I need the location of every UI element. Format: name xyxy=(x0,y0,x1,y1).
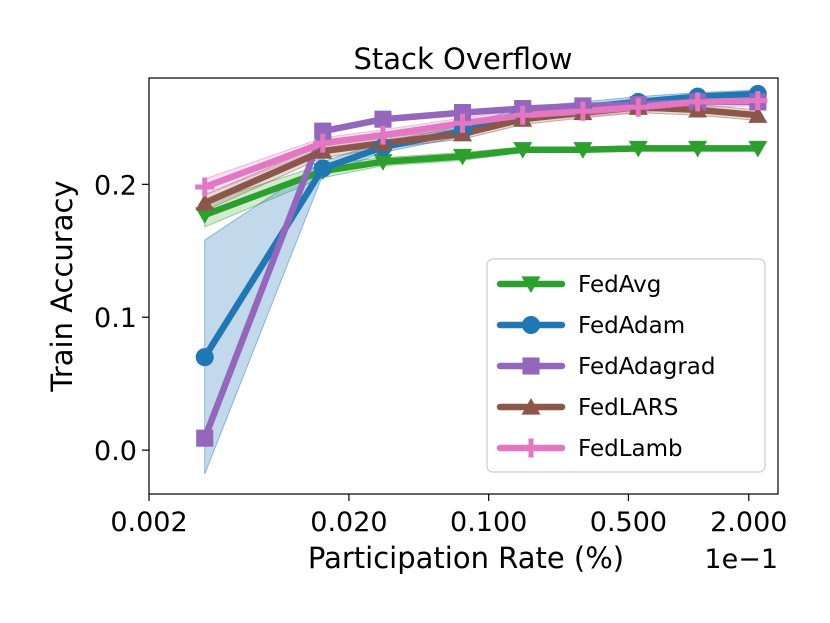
data-point-fedlamb xyxy=(688,92,708,112)
data-point-fedlamb xyxy=(313,133,333,153)
y-tick-label: 0.2 xyxy=(94,170,137,201)
data-point-fedavg xyxy=(748,140,768,158)
data-point-fedavg xyxy=(453,148,473,166)
data-point-fedlamb xyxy=(453,113,473,133)
x-tick-label: 0.500 xyxy=(590,507,667,538)
data-point-fedavg xyxy=(573,142,593,159)
data-point-fedlamb xyxy=(513,105,533,125)
data-point-fedadagrad xyxy=(196,429,214,447)
data-point-fedavg xyxy=(373,154,393,171)
data-point-fedlamb xyxy=(373,125,393,145)
data-point-fedlars xyxy=(453,124,473,142)
data-point-fedadam xyxy=(195,348,214,367)
legend-marker-fedadagrad xyxy=(522,357,540,375)
legend-label-fedlars: FedLARS xyxy=(578,395,678,421)
data-point-fedlars xyxy=(748,106,768,123)
legend-label-fedavg: FedAvg xyxy=(578,272,661,298)
legend-marker-fedadam xyxy=(521,315,541,335)
x-tick-label: 0.020 xyxy=(310,507,387,538)
data-point-fedlamb xyxy=(748,91,768,111)
legend: FedAvg FedAdam FedAdagrad FedLARS FedLamb xyxy=(486,258,766,473)
legend-marker-fedlamb xyxy=(521,438,541,458)
x-axis-label: Participation Rate (%) xyxy=(308,541,624,575)
y-axis-ticks: 0.0 0.1 0.2 xyxy=(94,170,149,467)
data-point-fedadagrad xyxy=(314,122,332,140)
series-markers xyxy=(195,84,768,447)
data-point-fedlamb xyxy=(195,177,215,197)
legend-marker-fedavg xyxy=(521,276,541,294)
legend-box xyxy=(486,258,766,473)
x-tick-label: 2.000 xyxy=(710,507,787,538)
chart-title: Stack Overflow xyxy=(354,42,573,76)
y-tick-label: 0.1 xyxy=(94,303,137,334)
data-point-fedavg xyxy=(195,207,215,224)
data-point-fedlamb xyxy=(628,97,648,117)
data-point-fedavg xyxy=(628,140,648,158)
data-point-fedadam xyxy=(313,159,332,178)
x-tick-label: 0.100 xyxy=(450,507,527,538)
legend-label-fedadam: FedAdam xyxy=(578,313,685,339)
x-axis-offset-label: 1e−1 xyxy=(704,544,778,575)
data-point-fedadagrad xyxy=(453,104,472,122)
x-axis-ticks: 0.002 0.020 0.100 0.500 2.000 xyxy=(110,494,787,538)
data-point-fedlars xyxy=(195,193,215,211)
y-axis-label: Train Accuracy xyxy=(45,180,79,392)
data-point-fedadagrad xyxy=(374,110,392,128)
legend-marker-fedlars xyxy=(521,397,541,415)
data-point-fedavg xyxy=(513,142,533,159)
data-point-fedavg xyxy=(688,140,708,158)
x-tick-label: 0.002 xyxy=(110,507,187,538)
legend-label-fedadagrad: FedAdagrad xyxy=(578,354,716,380)
y-tick-label: 0.0 xyxy=(94,436,137,467)
plot-frame xyxy=(148,77,779,495)
legend-label-fedlamb: FedLamb xyxy=(578,436,683,462)
data-point-fedlamb xyxy=(573,101,593,121)
